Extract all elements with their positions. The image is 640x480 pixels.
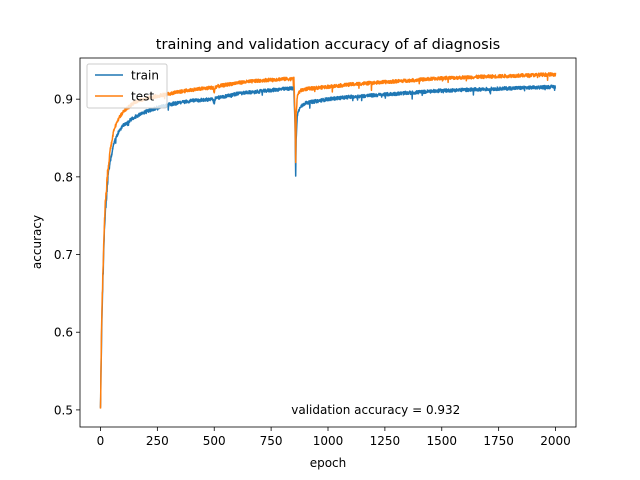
x-tick-label: 1250 <box>370 434 401 448</box>
x-tick-label: 0 <box>97 434 105 448</box>
y-tick-label: 0.6 <box>54 326 73 340</box>
y-tick-label: 0.9 <box>54 93 73 107</box>
y-tick-label: 0.8 <box>54 170 73 184</box>
x-tick-label: 500 <box>203 434 226 448</box>
x-tick-label: 1750 <box>483 434 514 448</box>
legend-label-test: test <box>131 90 154 104</box>
plot-area: 0 250 500 750 1000 1250 1500 1750 2000 0.5 0.6 0.7… <box>54 57 577 448</box>
x-tick-label: 2000 <box>540 434 571 448</box>
legend-label-train: train <box>131 69 159 83</box>
validation-accuracy-annotation: validation accuracy = 0.932 <box>291 403 460 417</box>
x-tick-label: 1500 <box>426 434 457 448</box>
chart-title: training and validation accuracy of af d… <box>156 37 500 53</box>
y-tick-label: 0.7 <box>54 248 73 262</box>
x-tick-label: 750 <box>260 434 283 448</box>
series-line-test <box>99 72 557 409</box>
y-axis-label: accuracy <box>30 215 44 269</box>
x-tick-label: 250 <box>146 434 169 448</box>
y-axis-ticks: 0.5 0.6 0.7 0.8 0.9 <box>54 93 80 417</box>
series-layer <box>99 72 557 409</box>
series-line-train <box>99 84 557 408</box>
y-tick-label: 0.5 <box>54 403 73 417</box>
x-axis-ticks: 0 250 500 750 1000 1250 1500 1750 2000 <box>97 427 571 448</box>
x-tick-label: 1000 <box>313 434 344 448</box>
x-axis-label: epoch <box>310 456 347 470</box>
legend: train test <box>86 63 168 109</box>
